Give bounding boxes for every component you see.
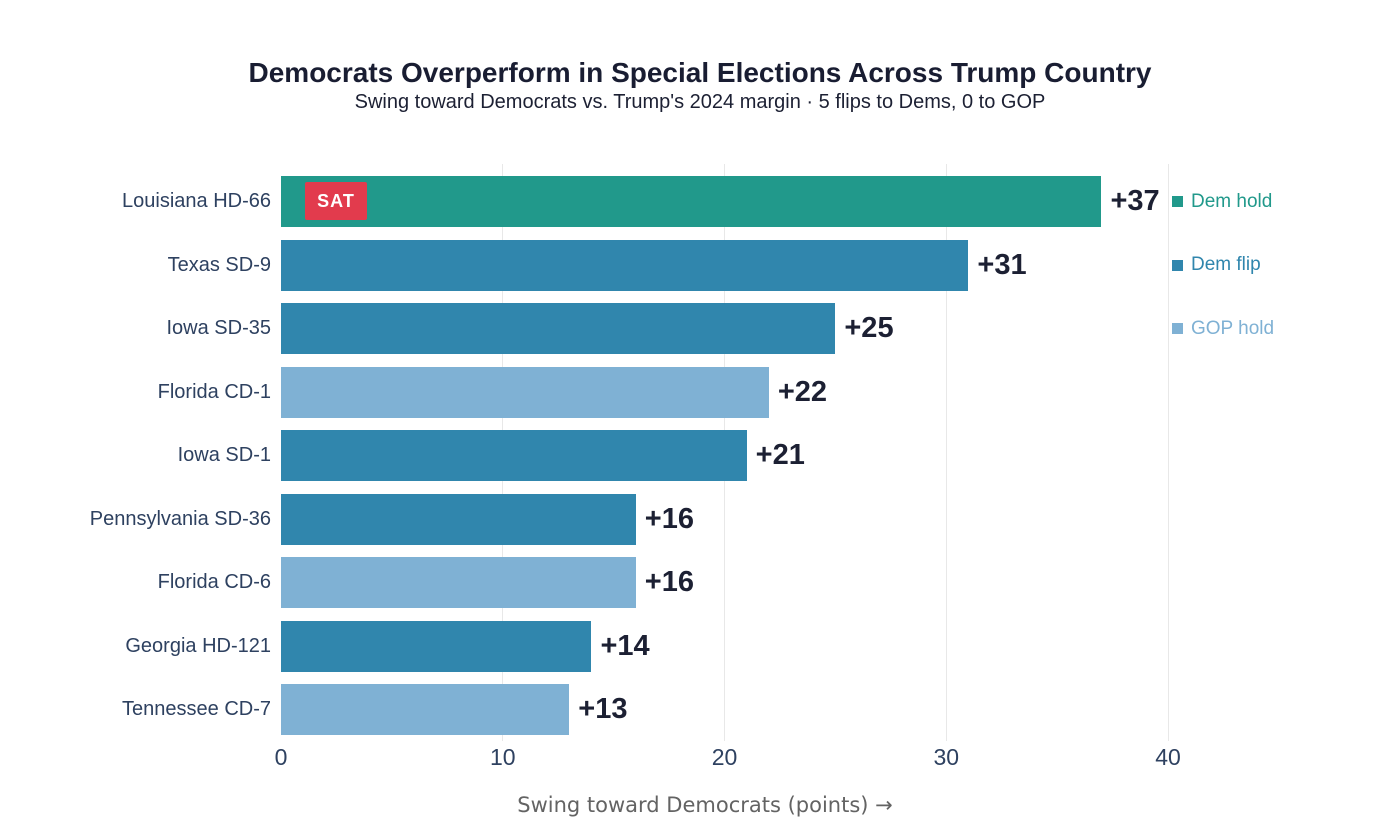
value-label: +21 <box>755 439 805 471</box>
legend-swatch-icon <box>1172 259 1183 271</box>
category-label: Georgia HD-121 <box>125 634 271 657</box>
x-axis: 0 10 20 30 40 <box>275 744 1181 770</box>
bar[interactable] <box>281 557 636 608</box>
legend-swatch-icon <box>1172 323 1183 334</box>
bar[interactable] <box>281 366 769 418</box>
x-axis-title: Swing toward Democrats (points) → <box>517 793 893 817</box>
category-label: Tennessee CD-7 <box>122 698 271 720</box>
bar[interactable] <box>281 684 570 735</box>
value-label: +37 <box>1110 185 1160 217</box>
bar-row: Iowa SD-1 +21 <box>178 430 1168 481</box>
chart-title: Democrats Overperform in Special Electio… <box>248 57 1152 88</box>
value-label: +22 <box>777 375 828 408</box>
legend-label: Dem flip <box>1191 254 1261 275</box>
x-tick-label: 40 <box>1155 744 1181 770</box>
x-tick-label: 30 <box>933 744 960 770</box>
category-label: Florida CD-1 <box>157 380 271 403</box>
legend-item-dem-flip[interactable]: Dem flip <box>1172 254 1261 276</box>
bar-row: Florida CD-6 +16 <box>158 557 1168 608</box>
value-label: +25 <box>844 312 894 344</box>
value-label: +14 <box>600 629 650 662</box>
legend-label: Dem hold <box>1191 190 1273 212</box>
gridline <box>1167 164 1169 741</box>
gridline <box>945 164 947 741</box>
category-label: Florida CD-6 <box>157 571 271 593</box>
value-label: +31 <box>977 248 1027 281</box>
bar-row: Georgia HD-121 +14 <box>125 620 1168 672</box>
value-label: +16 <box>644 502 694 535</box>
bar-row: Tennessee CD-7 +13 <box>122 684 1168 735</box>
bar-row: Pennsylvania SD-36 +16 <box>90 493 1168 545</box>
legend-item-gop-hold[interactable]: GOP hold <box>1172 318 1274 340</box>
legend: Dem hold Dem flip GOP hold <box>1172 164 1372 564</box>
bar[interactable] <box>281 430 747 481</box>
plot-area: Louisiana HD-66 SAT +37 Texas SD-9 +31 I… <box>90 164 1169 741</box>
bar-row: Florida CD-1 +22 <box>158 366 1168 418</box>
bar[interactable] <box>281 239 969 291</box>
bar[interactable] <box>281 620 592 672</box>
category-label: Iowa SD-35 <box>166 317 272 339</box>
saturday-badge: SAT <box>305 182 367 220</box>
legend-label: GOP hold <box>1191 317 1275 339</box>
category-label: Pennsylvania SD-36 <box>89 507 271 530</box>
category-label: Iowa SD-1 <box>177 444 271 466</box>
bar[interactable] <box>281 493 636 545</box>
bar[interactable] <box>281 303 836 354</box>
x-tick-label: 20 <box>711 744 738 770</box>
x-tick-label: 10 <box>489 744 516 770</box>
x-tick-label: 0 <box>274 744 288 770</box>
value-label: +16 <box>644 566 694 598</box>
bar-row: Iowa SD-35 +25 <box>167 303 1168 354</box>
bar-row: Louisiana HD-66 SAT +37 <box>122 176 1168 227</box>
chart-subtitle: Swing toward Democrats vs. Trump's 2024 … <box>354 91 1046 113</box>
category-label: Texas SD-9 <box>167 253 271 276</box>
bar-row: Texas SD-9 +31 <box>168 239 1168 291</box>
bar[interactable]: SAT <box>281 176 1102 227</box>
legend-swatch-icon <box>1172 196 1183 207</box>
value-label: +13 <box>578 693 628 725</box>
category-label: Louisiana HD-66 <box>122 190 271 212</box>
legend-item-dem-hold[interactable]: Dem hold <box>1172 191 1272 213</box>
